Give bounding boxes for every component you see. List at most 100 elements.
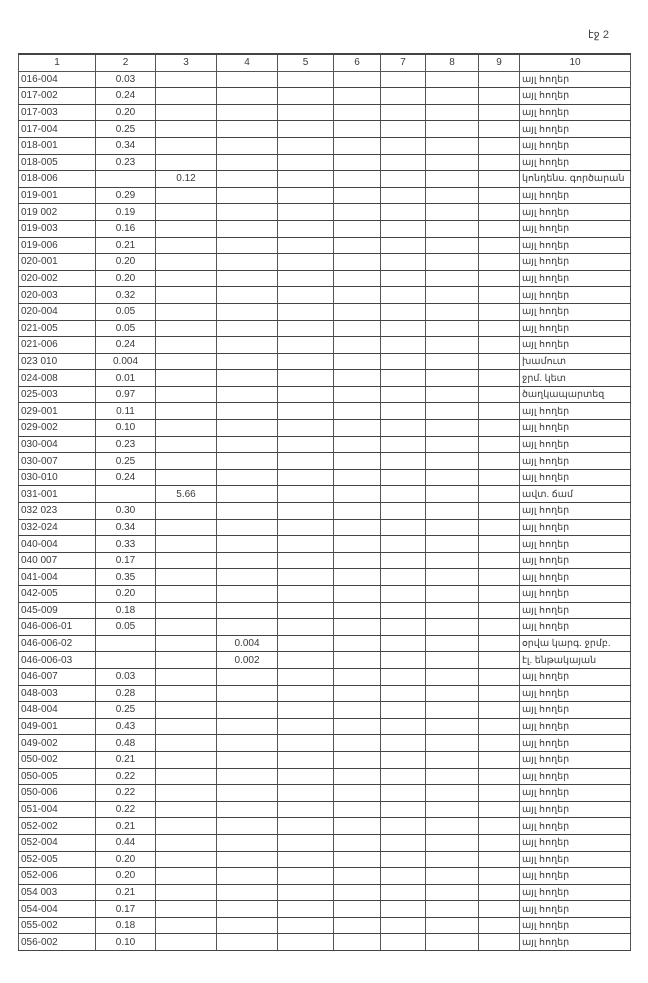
value-col-4 [216, 485, 278, 504]
value-col-8 [425, 452, 479, 470]
value-col-5 [277, 369, 334, 387]
value-col-5 [277, 883, 334, 902]
parcel-code: 018-005 [18, 153, 96, 172]
land-type: այլ հողեր [519, 219, 631, 238]
parcel-code: 049-001 [18, 717, 96, 736]
value-col-4 [216, 800, 278, 819]
table-row: 018-006 0.12 կոնդենս. գործարան [18, 170, 631, 188]
table-row: 054 003 0.21 այլ հողեր [18, 883, 631, 902]
value-col-3 [155, 867, 217, 885]
value-col-8 [425, 900, 479, 918]
value-col-4 [216, 170, 278, 188]
land-type: այլ հողեր [519, 883, 631, 902]
land-type: այլ հողեր [519, 87, 631, 105]
value-col-6 [333, 269, 381, 288]
value-col-5 [277, 551, 334, 570]
value-col-5 [277, 435, 334, 454]
value-col-5 [277, 253, 334, 271]
value-col-3 [155, 435, 217, 454]
value-col-6 [333, 302, 381, 321]
value-col-3 [155, 219, 217, 238]
land-type: ծաղկապարտեզ [519, 385, 631, 404]
parcel-code: 046-006-03 [18, 651, 96, 669]
value-col-4 [216, 734, 278, 752]
value-col-9 [478, 800, 520, 819]
value-col-7 [380, 867, 426, 885]
value-col-5 [277, 385, 334, 404]
value-col-2: 0.03 [95, 667, 156, 686]
value-col-8 [425, 219, 479, 238]
value-col-2: 0.20 [95, 269, 156, 288]
value-col-8 [425, 684, 479, 703]
value-col-8 [425, 87, 479, 105]
land-type: այլ հողեր [519, 784, 631, 802]
value-col-5 [277, 900, 334, 918]
value-col-8 [425, 933, 479, 952]
parcel-code: 052-002 [18, 817, 96, 835]
value-col-4 [216, 87, 278, 105]
value-col-6 [333, 103, 381, 122]
value-col-8 [425, 717, 479, 736]
land-type: այլ հողեր [519, 203, 631, 221]
value-col-2: 0.34 [95, 518, 156, 537]
value-col-4 [216, 933, 278, 952]
value-col-3 [155, 651, 217, 669]
value-col-5 [277, 833, 334, 852]
table-row: 024-008 0.01 ջրմ. կետ [18, 369, 631, 387]
value-col-7 [380, 701, 426, 719]
parcel-code: 052-006 [18, 867, 96, 885]
table-row: 016-004 0.03 այլ հողեր [18, 70, 631, 89]
header-row: 1 2 3 4 5 6 7 8 9 10 [18, 52, 631, 72]
table-row: 020-004 0.05 այլ հողեր [18, 302, 631, 321]
table-row: 020-003 0.32 այլ հողեր [18, 286, 631, 304]
value-col-6 [333, 219, 381, 238]
value-col-7 [380, 667, 426, 686]
table-row: 032-024 0.34 այլ հողեր [18, 518, 631, 537]
value-col-6 [333, 601, 381, 620]
value-col-7 [380, 203, 426, 221]
value-col-3 [155, 833, 217, 852]
value-col-9 [478, 186, 520, 205]
land-type: այլ հողեր [519, 667, 631, 686]
value-col-9 [478, 618, 520, 636]
table-row: 019-003 0.16 այլ հողեր [18, 219, 631, 238]
value-col-4 [216, 850, 278, 869]
parcel-code: 046-006-01 [18, 618, 96, 636]
value-col-6 [333, 485, 381, 504]
value-col-5 [277, 236, 334, 255]
value-col-2 [95, 651, 156, 669]
value-col-4 [216, 336, 278, 354]
value-col-2: 0.11 [95, 402, 156, 421]
land-type: այլ հողեր [519, 502, 631, 520]
value-col-6 [333, 933, 381, 952]
value-col-3 [155, 717, 217, 736]
value-col-9 [478, 219, 520, 238]
value-col-2: 0.16 [95, 219, 156, 238]
value-col-9 [478, 136, 520, 155]
value-col-5 [277, 601, 334, 620]
land-type: ավտ. ճամ [519, 485, 631, 504]
value-col-4 [216, 136, 278, 155]
table-row: 023 010 0.004 խամուտ [18, 352, 631, 371]
value-col-9 [478, 850, 520, 869]
land-type: այլ հողեր [519, 535, 631, 553]
value-col-3 [155, 634, 217, 653]
value-col-8 [425, 651, 479, 669]
value-col-8 [425, 667, 479, 686]
value-col-8 [425, 601, 479, 620]
land-type: այլ հողեր [519, 419, 631, 437]
value-col-6 [333, 767, 381, 786]
value-col-4 [216, 667, 278, 686]
land-type: այլ հողեր [519, 684, 631, 703]
land-type: այլ հողեր [519, 402, 631, 421]
value-col-3 [155, 933, 217, 952]
value-col-4 [216, 900, 278, 918]
value-col-7 [380, 120, 426, 138]
value-col-4 [216, 236, 278, 255]
value-col-9 [478, 336, 520, 354]
value-col-5 [277, 667, 334, 686]
value-col-9 [478, 684, 520, 703]
parcel-code: 025-003 [18, 385, 96, 404]
value-col-7 [380, 219, 426, 238]
value-col-3 [155, 518, 217, 537]
